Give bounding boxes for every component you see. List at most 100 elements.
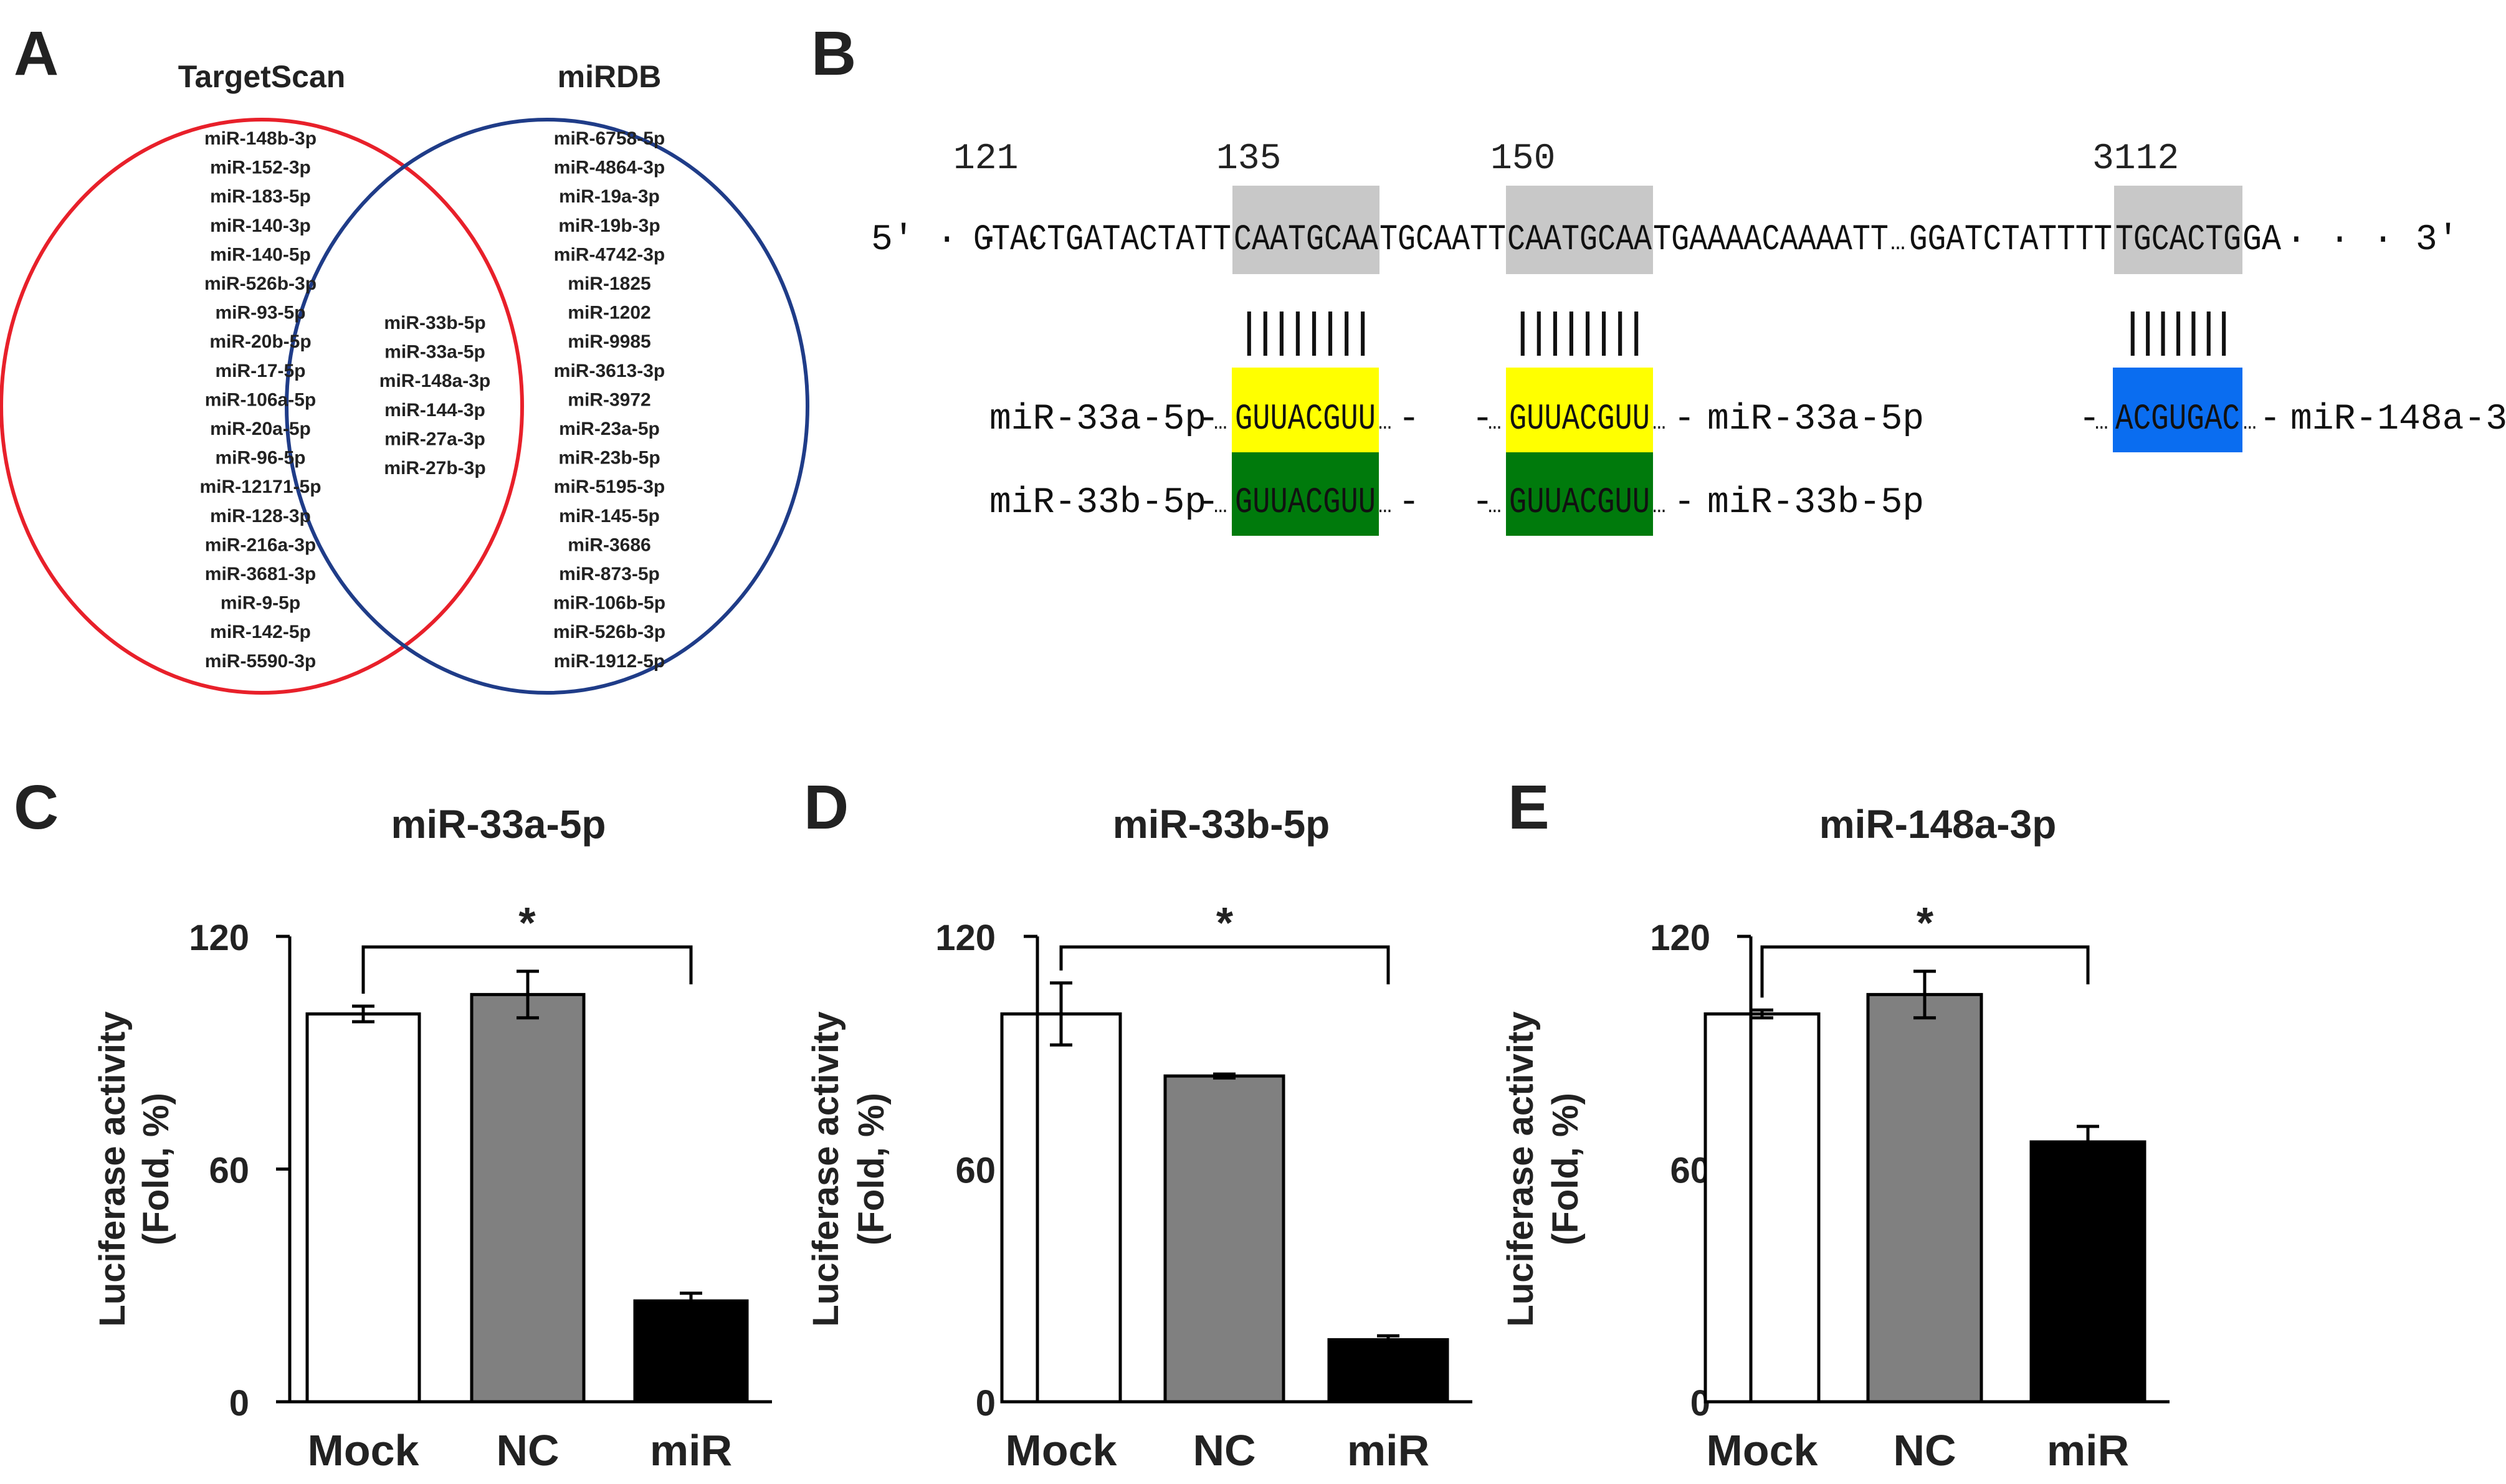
- venn-intersection-item-2: miR-148a-3p: [379, 371, 490, 391]
- x-category-mir: miR: [650, 1426, 732, 1475]
- significance-star: *: [518, 898, 536, 947]
- mir-trail-33a-1: -: [1398, 399, 1420, 440]
- mir-trail-33b-1: -: [1398, 483, 1420, 523]
- mir-lead-33b-2: -: [1472, 483, 1494, 523]
- target-site-box-1: [1232, 186, 1379, 274]
- venn-circle-targetscan: [0, 118, 524, 695]
- utr-seg-b: TGCAATT: [1379, 220, 1506, 260]
- error-bar-mock: [352, 1004, 374, 1024]
- venn-diagram: TargetScan miRDB miR-148b-3p miR-152-3p mi…: [0, 59, 809, 695]
- utr-5prime: 5′ · · ·: [871, 220, 1044, 260]
- y-axis-label-line-1: Luciferase activity: [806, 1011, 846, 1326]
- pairing-bars-2: ||||||||: [1508, 307, 1651, 360]
- panel-label-a: A: [14, 19, 59, 88]
- mir-lead-33a-1: -: [1198, 399, 1219, 440]
- x-category-mock: Mock: [1707, 1426, 1818, 1475]
- venn-intersection-item-5: miR-27b-3p: [384, 458, 485, 478]
- venn-right-item-13: miR-145-5p: [559, 506, 660, 526]
- mir-dots-33a-3: …: [1488, 410, 1502, 435]
- significance-bracket: [361, 945, 693, 994]
- utr-site-2: CAATGCAA: [1507, 220, 1652, 260]
- bar-chart-mir33b: miR-33b-5p Luciferase activity (Fold, %) 0 6…: [806, 802, 1472, 1475]
- venn-left-item-1: miR-152-3p: [210, 158, 311, 178]
- utr-seg-a: GTACTGATACTATT: [973, 220, 1231, 260]
- error-bar-mock: [1751, 1008, 1773, 1020]
- y-axis-label-line-2: (Fold, %): [851, 1093, 892, 1245]
- x-category-mock: Mock: [1006, 1426, 1117, 1475]
- utr-site-3: TGCACTG: [2115, 220, 2241, 260]
- mir-name-33b-right: miR-33b-5p: [1707, 483, 1924, 523]
- utr-seg-d: GGATCTATTTT: [1909, 220, 2112, 260]
- y-tick-label: 120: [935, 918, 996, 958]
- mir-dots-33a-2: …: [1378, 410, 1392, 435]
- y-axis-label-line-2: (Fold, %): [136, 1093, 176, 1245]
- venn-right-item-8: miR-3613-3p: [554, 361, 665, 381]
- y-axis-label-line-2: (Fold, %): [1545, 1093, 1586, 1245]
- panel-label-e: E: [1508, 773, 1550, 842]
- seed-box-33b-site1: [1232, 452, 1379, 536]
- bar-mir: [633, 1299, 749, 1404]
- mir-name-33a-left: miR-33a-5p: [989, 399, 1206, 440]
- venn-left-item-0: miR-148b-3p: [204, 128, 317, 149]
- y-axis-label-line-1: Luciferase activity: [1500, 1011, 1541, 1326]
- error-bar-nc: [517, 969, 539, 1020]
- x-category-nc: NC: [1893, 1426, 1956, 1475]
- venn-right-item-9: miR-3972: [568, 389, 650, 410]
- venn-left-item-4: miR-140-5p: [210, 244, 311, 265]
- x-category-mir: miR: [2047, 1426, 2129, 1475]
- venn-left-item-12: miR-12171-5p: [199, 477, 321, 497]
- mir-name-33a-right: miR-33a-5p: [1707, 399, 1924, 440]
- seed-box-33a-site2: [1506, 368, 1653, 452]
- mir-dots-33a-1: …: [1214, 410, 1227, 435]
- venn-intersection-item-4: miR-27a-3p: [384, 429, 485, 449]
- y-axis-label-line-1: Luciferase activity: [92, 1011, 133, 1326]
- mir-lead-33b-1: -: [1198, 483, 1219, 523]
- error-bar-mir: [680, 1291, 702, 1311]
- venn-right-item-14: miR-3686: [568, 535, 650, 555]
- seed-box-148a-site3: [2113, 368, 2242, 452]
- y-tick-label: 120: [1650, 918, 1710, 958]
- utr-gap-ellipsis: …: [1890, 229, 1905, 257]
- position-135: 135: [1216, 139, 1281, 179]
- y-tick-label: 120: [189, 918, 249, 958]
- panel-label-c: C: [14, 773, 59, 842]
- utr-seg-c: TGAAAACAAAATT: [1653, 220, 1889, 260]
- venn-left-item-18: miR-5590-3p: [205, 651, 316, 672]
- x-category-mir: miR: [1347, 1426, 1429, 1475]
- seed-box-33a-site1: [1232, 368, 1379, 452]
- venn-right-item-15: miR-873-5p: [559, 564, 660, 584]
- bar-mock: [1703, 1012, 1821, 1404]
- significance-bracket: [1760, 945, 2090, 998]
- mir-lead-148a: -: [2079, 399, 2100, 440]
- bar-nc: [470, 992, 586, 1404]
- significance-bracket: [1059, 945, 1390, 984]
- chart-title: miR-33b-5p: [1113, 802, 1330, 847]
- venn-left-item-15: miR-3681-3p: [205, 564, 316, 584]
- mir-dots-33b-2: …: [1378, 493, 1392, 519]
- venn-right-item-3: miR-19b-3p: [558, 216, 660, 236]
- error-bar-mock: [1050, 981, 1072, 1047]
- venn-left-item-7: miR-20b-5p: [209, 331, 311, 352]
- venn-right-item-6: miR-1202: [568, 303, 650, 323]
- venn-left-item-5: miR-526b-3p: [204, 273, 317, 294]
- seed-33a-site2: GUUACGUU: [1509, 399, 1650, 440]
- venn-title-targetscan: TargetScan: [178, 59, 346, 94]
- mir-lead-33a-2: -: [1472, 399, 1494, 440]
- seed-33a-site1: GUUACGUU: [1235, 399, 1376, 440]
- target-site-box-2: [1506, 186, 1653, 274]
- error-bar-nc: [1913, 969, 1936, 1020]
- mir-dots-33b-1: …: [1214, 493, 1227, 519]
- mir-dots-33b-4: …: [1652, 493, 1666, 519]
- pairing-bars-1: ||||||||: [1235, 307, 1377, 360]
- sequence-alignment: 121 135 150 3112 5′ · · · GTACTGATACTATT…: [871, 139, 2506, 536]
- chart-title: miR-33a-5p: [391, 802, 606, 847]
- x-category-nc: NC: [1193, 1426, 1255, 1475]
- mir-trail-33a-2: -: [1674, 399, 1695, 440]
- y-tick-label: 60: [955, 1151, 996, 1191]
- position-121: 121: [953, 139, 1018, 179]
- position-150: 150: [1490, 139, 1555, 179]
- venn-circle-mirdb: [285, 118, 809, 695]
- venn-left-item-9: miR-106a-5p: [205, 389, 316, 410]
